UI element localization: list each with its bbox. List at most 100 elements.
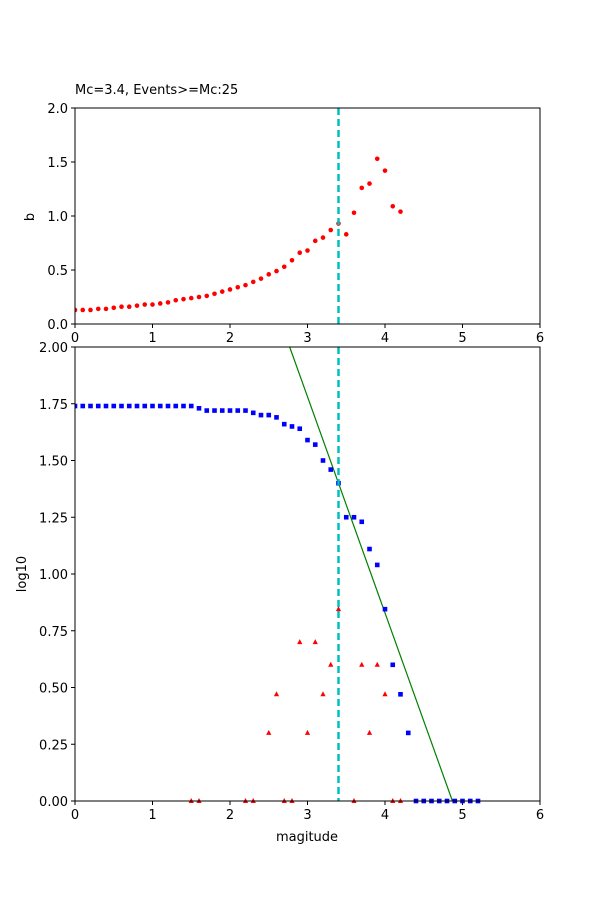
cumulative-point [359,519,365,525]
magnitude-y-tick-label: 1.75 [39,398,68,413]
cumulative-point [134,403,140,409]
b-value-point [258,276,264,281]
b-value-x-tick-label: 1 [148,331,156,346]
b-value-point [227,287,233,292]
non-cumulative-point [335,606,342,612]
cumulative-point [181,403,186,409]
cumulative-point [328,467,334,472]
cumulative-point [312,442,318,447]
cumulative-point [235,408,241,413]
b-value-point [111,305,117,311]
magnitude-x-tick-label: 5 [458,808,466,823]
cumulative-point [405,730,411,736]
b-value-point [266,272,272,277]
cumulative-point [103,403,109,409]
cumulative-point [398,692,403,697]
cumulative-point [150,403,155,409]
cumulative-point [266,412,272,418]
cumulative-point [305,437,310,443]
b-value-y-tick-label: 2.0 [47,102,68,117]
non-cumulative-point [304,729,311,735]
b-value-axes-frame [74,107,541,325]
magnitude-x-tick-label: 3 [303,808,311,823]
cumulative-point [204,408,210,413]
b-value-point [367,181,372,186]
cumulative-point [188,403,194,409]
b-value-chart-title: Mc=3.4, Events>=Mc:25 [75,83,238,98]
b-value-point [150,302,155,307]
b-value-panel: Mc=3.4, Events>=Mc:25 b 0 1 2 3 4 5 6 0.0 0.5 1.0… [23,83,544,346]
magnitude-y-tick-label: 0.00 [39,795,68,810]
b-value-point [398,209,403,214]
b-value-point [142,302,148,307]
b-value-point [289,257,295,263]
cumulative-point [142,403,148,409]
magnitude-x-tick-label: 1 [148,808,156,823]
cumulative-point [374,562,380,568]
cumulative-point [75,403,78,409]
cumulative-point [227,408,233,413]
non-cumulative-point [359,661,365,667]
b-value-point [126,304,132,310]
cumulative-point [367,546,372,552]
b-value-point [312,238,318,244]
b-value-y-tick-label: 1.0 [47,210,68,225]
fit-line [289,346,453,802]
cumulative-point [95,403,101,409]
b-value-point [351,210,357,216]
cumulative-point [243,408,248,413]
magnitude-x-tick-label: 6 [536,808,544,823]
cumulative-point [343,514,349,520]
non-cumulative-point [273,691,280,697]
non-cumulative-point [312,639,318,645]
cumulative-point [80,403,86,409]
magnitude-y-tick-label: 1.50 [39,455,68,470]
log10-y-axis-label: log10 [15,556,30,592]
cumulative-point [119,403,124,409]
b-value-point [219,289,225,294]
b-value-x-tick-label: 3 [303,331,311,346]
cumulative-point [382,606,388,612]
cumulative-point [274,415,279,420]
b-value-point [382,168,388,173]
cumulative-point [320,458,326,463]
magnitude-frequency-panel: magitude log10 0 1 2 3 4 5 6 0.00 0.25 0.50 0.75 1.… [15,341,544,845]
b-value-point [134,303,140,308]
non-cumulative-point [266,729,272,735]
b-value-plot-area: 0 1 2 3 4 5 6 0.0 0.5 1.0 1.5 2.0 [47,102,544,346]
b-value-point [281,264,287,270]
magnitude-y-tick-label: 0.25 [39,738,68,753]
b-value-y-axis-label: b [23,213,38,221]
cumulative-point [390,662,396,668]
non-cumulative-point [382,691,388,697]
b-value-point [119,304,124,310]
cumulative-point [219,408,225,413]
b-value-y-tick-label: 0.0 [47,318,68,333]
b-value-data-layer [75,156,403,313]
non-cumulative-point [297,639,303,645]
b-value-point [235,284,241,290]
magnitude-x-axis-label: magitude [276,830,338,845]
cumulative-point [196,405,202,411]
b-value-point [80,307,86,313]
b-value-point [165,300,171,305]
cumulative-point [258,412,264,418]
b-value-point [212,291,217,297]
b-value-point [181,296,186,302]
cumulative-point [351,514,357,520]
b-value-point [204,293,210,299]
magnitude-x-tick-label: 2 [226,808,234,823]
cumulative-point [173,403,179,409]
magnitude-y-tick-label: 1.25 [39,511,68,526]
non-cumulative-point [374,661,380,667]
cumulative-point [165,403,171,409]
magnitude-frequency-plot-area: 0 1 2 3 4 5 6 0.00 0.25 0.50 0.75 1.00 1.25 1.50 1.75 2… [39,341,544,823]
b-value-point [250,279,256,285]
magnitude-axes-frame [74,346,541,802]
b-value-y-tick-label: 1.5 [47,156,68,171]
b-value-point [188,295,194,301]
b-value-y-tick-label: 0.5 [47,264,68,279]
b-value-point [173,297,179,303]
b-value-point [103,306,109,312]
